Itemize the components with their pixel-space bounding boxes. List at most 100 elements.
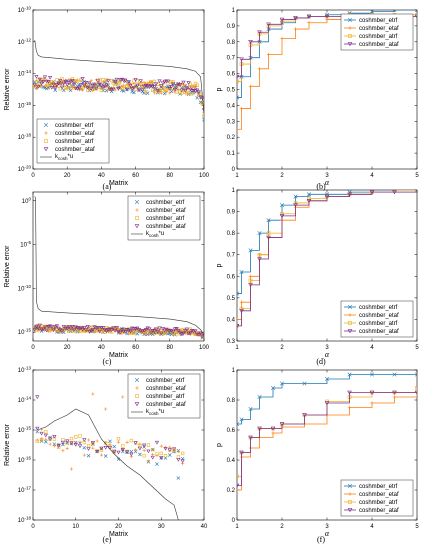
y-tick-label: 0.4	[227, 317, 236, 323]
data-point	[65, 439, 70, 444]
data-point	[97, 82, 102, 87]
data-point	[173, 85, 177, 90]
panel-caption: (b)	[316, 182, 326, 191]
data-point	[169, 89, 174, 94]
data-point	[74, 441, 78, 445]
legend-marker	[347, 42, 353, 47]
data-point	[133, 78, 138, 82]
data-point	[46, 85, 51, 90]
data-point	[266, 22, 271, 27]
data-point	[180, 82, 184, 86]
y-tick-label: 0.8	[227, 40, 236, 46]
data-point	[237, 488, 239, 492]
data-point	[159, 91, 163, 95]
data-point	[95, 326, 101, 330]
data-point	[108, 439, 112, 444]
data-point	[111, 326, 116, 330]
data-point	[116, 81, 121, 85]
x-axis-label: Matrix	[109, 531, 129, 538]
x-axis-label: α	[325, 529, 330, 538]
data-point	[176, 328, 181, 333]
x-tick-label: 80	[166, 173, 173, 179]
plot-area	[33, 196, 204, 340]
data-point	[129, 452, 134, 457]
legend-entry: coshmber_etrf	[146, 378, 185, 384]
data-point	[132, 90, 136, 95]
data-point	[91, 446, 95, 450]
data-point	[80, 328, 85, 332]
bound-line	[34, 196, 204, 336]
data-point	[156, 331, 160, 335]
data-point	[33, 84, 37, 88]
legend-marker	[348, 34, 352, 38]
legend-entry: coshmber_etrf	[359, 484, 398, 490]
legend-entry: coshmber_etaf	[146, 208, 186, 214]
data-point	[111, 81, 116, 86]
legend: coshmber_etrf coshmber_etaf coshmber_atrfc…	[127, 373, 201, 419]
data-point	[347, 405, 352, 410]
data-point	[72, 329, 76, 333]
y-tick-label: 10-16	[18, 101, 32, 110]
data-point	[293, 203, 298, 208]
data-point	[202, 114, 204, 118]
data-point	[237, 324, 240, 329]
data-point	[414, 390, 417, 395]
data-point	[33, 83, 37, 87]
data-point	[201, 108, 204, 112]
data-point	[70, 324, 75, 329]
data-point	[65, 324, 69, 329]
data-point	[48, 329, 52, 333]
data-point	[148, 331, 154, 336]
data-point	[237, 474, 239, 479]
x-tick-label: 1	[235, 524, 239, 530]
chart-c: 0 20 40 60 80 100 100 10-5 10-10 10-15 Matrix Relat…	[4, 191, 210, 366]
legend-marker	[347, 329, 353, 334]
x-axis-label: Matrix	[109, 180, 129, 187]
data-point	[86, 438, 91, 442]
y-tick-label: 10-18	[18, 516, 32, 525]
legend-box	[127, 195, 201, 241]
data-point	[159, 451, 163, 456]
data-point	[112, 329, 118, 333]
data-point	[135, 83, 140, 88]
data-point	[65, 446, 69, 451]
data-point	[202, 110, 204, 114]
data-point	[99, 446, 104, 451]
x-tick-label: 30	[158, 524, 165, 530]
data-point	[89, 78, 93, 82]
data-point	[51, 328, 56, 333]
data-point	[135, 326, 140, 331]
data-point	[196, 333, 201, 337]
data-point	[104, 83, 109, 87]
data-point	[257, 394, 262, 400]
data-point	[171, 80, 175, 84]
data-point	[184, 327, 190, 332]
y-tick-label: 0.9	[227, 210, 236, 216]
series-line	[237, 190, 417, 294]
data-point	[237, 317, 239, 322]
x-tick-label: 40	[201, 524, 208, 530]
legend-entry-bound: kcosh*u	[146, 409, 164, 416]
data-point	[50, 326, 54, 331]
bound-line	[34, 40, 204, 114]
data-point	[116, 450, 121, 455]
data-point	[157, 87, 162, 92]
data-point	[280, 211, 284, 216]
data-point	[77, 444, 83, 449]
data-point	[82, 453, 86, 457]
data-point	[306, 192, 312, 197]
y-tick-label: 0.3	[227, 119, 236, 125]
data-point	[90, 441, 95, 445]
data-point	[183, 83, 187, 87]
data-point	[157, 79, 162, 84]
data-point	[44, 328, 49, 333]
legend-marker	[348, 321, 352, 325]
data-point	[99, 448, 104, 452]
legend-marker	[134, 224, 140, 229]
data-point	[193, 81, 198, 86]
data-point	[104, 78, 109, 82]
data-point	[180, 451, 185, 456]
data-point	[302, 381, 307, 386]
y-tick-label: 0.6	[227, 72, 236, 78]
chart-a: 0 20 40 60 80 100 10-10 10-12 10-14 10-16 10-18 10-…	[4, 6, 210, 192]
